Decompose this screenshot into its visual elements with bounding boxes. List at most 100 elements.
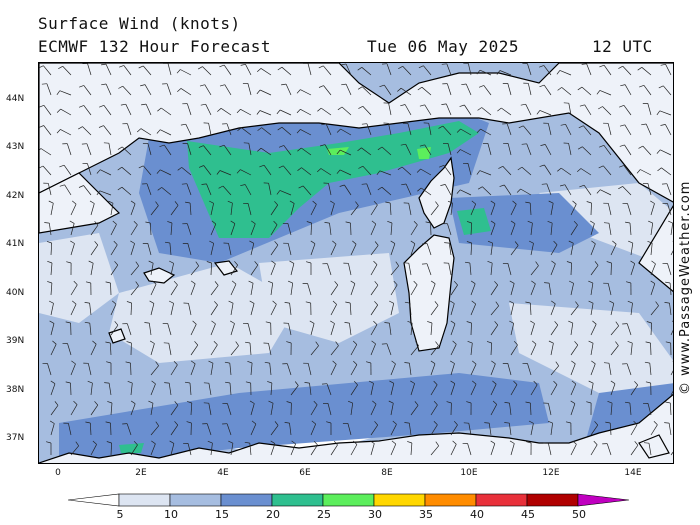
wind-barb bbox=[310, 444, 318, 456]
wind-barb-flag bbox=[586, 201, 592, 204]
wind-barb-flag bbox=[119, 65, 124, 68]
wind-barb bbox=[110, 442, 112, 456]
wind-barb-flag bbox=[130, 200, 136, 204]
wind-barb bbox=[241, 127, 252, 136]
wind-barb bbox=[548, 403, 552, 416]
wind-barb-flag bbox=[268, 400, 274, 404]
wind-barb-flag bbox=[270, 440, 276, 444]
wind-band-moderate bbox=[59, 373, 549, 463]
wind-barb-flag bbox=[209, 240, 214, 244]
wind-barb-flag bbox=[245, 381, 251, 384]
wind-barb-flag bbox=[177, 167, 182, 171]
wind-barb-flag bbox=[192, 320, 197, 325]
wind-barb-flag bbox=[514, 241, 519, 246]
wind-barb-flag bbox=[173, 280, 178, 286]
wind-barb bbox=[581, 86, 592, 96]
wind-barb bbox=[130, 302, 132, 316]
wind-barb-flag bbox=[345, 221, 351, 224]
wind-barb bbox=[70, 382, 72, 396]
wind-barb-flag bbox=[174, 201, 179, 206]
wind-barb-flag bbox=[553, 240, 558, 245]
wind-barb-flag bbox=[41, 83, 47, 85]
wind-barb-flag bbox=[393, 280, 398, 286]
wind-barb-flag bbox=[476, 69, 481, 75]
wind-barb-flag bbox=[450, 380, 455, 384]
wind-barb-flag bbox=[606, 261, 612, 264]
wind-barb bbox=[250, 223, 256, 236]
wind-barb bbox=[110, 422, 112, 436]
wind-barb-flag bbox=[560, 184, 565, 187]
wind-barb bbox=[650, 263, 656, 276]
wind-barb-flag bbox=[358, 165, 364, 169]
wind-barb bbox=[345, 63, 352, 76]
wind-barb bbox=[301, 167, 312, 176]
wind-barb bbox=[590, 202, 592, 216]
wind-barb-flag bbox=[371, 340, 376, 345]
wind-barb-flag bbox=[433, 380, 438, 385]
wind-barb-flag bbox=[634, 381, 638, 386]
wind-barb-flag bbox=[618, 186, 623, 190]
wind-barb bbox=[226, 123, 232, 136]
wind-barb-flag bbox=[236, 109, 241, 114]
wind-barb bbox=[424, 104, 432, 116]
wind-barb bbox=[345, 83, 352, 96]
wind-barb bbox=[186, 103, 192, 116]
wind-barb bbox=[250, 423, 257, 436]
wind-barb-flag bbox=[471, 360, 477, 365]
wind-barb-flag bbox=[332, 300, 337, 305]
wind-barb bbox=[582, 146, 592, 156]
wind-barb bbox=[523, 125, 532, 136]
wind-barb bbox=[330, 304, 337, 316]
wind-barb bbox=[381, 186, 392, 196]
wind-barb-flag bbox=[259, 164, 265, 168]
wind-barb bbox=[590, 363, 596, 376]
wind-barb bbox=[110, 324, 119, 336]
wind-barb-flag bbox=[198, 165, 204, 168]
wind-barb bbox=[110, 224, 117, 236]
wind-barb-flag bbox=[56, 90, 61, 96]
wind-barb bbox=[510, 384, 518, 396]
wind-barb bbox=[170, 443, 175, 456]
wind-barb-flag bbox=[374, 301, 378, 306]
wind-barb bbox=[121, 146, 132, 156]
wind-barb bbox=[550, 324, 559, 336]
wind-barb bbox=[547, 123, 552, 136]
wind-barb-flag bbox=[274, 201, 278, 206]
wind-barb bbox=[210, 223, 217, 236]
wind-barb bbox=[208, 123, 212, 136]
wind-barb bbox=[147, 243, 152, 256]
wind-barb-flag bbox=[492, 380, 497, 385]
wind-barb-flag bbox=[254, 261, 259, 266]
wind-barb-flag bbox=[441, 103, 447, 105]
legend-label: 10 bbox=[164, 508, 178, 521]
wind-barb bbox=[643, 85, 652, 96]
wind-barb-flag bbox=[306, 221, 312, 224]
lon-label: 6E bbox=[299, 468, 311, 478]
legend-label: 15 bbox=[215, 508, 229, 521]
wind-barb bbox=[568, 103, 572, 116]
wind-barb bbox=[527, 83, 532, 96]
wind-barb-flag bbox=[78, 126, 83, 130]
wind-barb bbox=[210, 323, 216, 336]
wind-map[interactable] bbox=[38, 62, 674, 464]
wind-barb-flag bbox=[547, 420, 553, 424]
wind-barb bbox=[550, 365, 559, 376]
wind-barb-flag bbox=[417, 187, 422, 192]
wind-barb bbox=[370, 343, 376, 356]
wind-barb-flag bbox=[256, 110, 261, 115]
wind-barb-flag bbox=[598, 106, 603, 110]
wind-barb bbox=[488, 423, 492, 436]
wind-barb-flag bbox=[373, 320, 378, 325]
wind-barb bbox=[300, 108, 312, 116]
wind-barb-flag bbox=[148, 260, 154, 264]
wind-barb bbox=[310, 204, 317, 216]
wind-barb-flag bbox=[478, 85, 484, 88]
wind-barb bbox=[230, 203, 233, 216]
wind-barb-flag bbox=[59, 184, 65, 187]
wind-barb-flag bbox=[309, 320, 315, 324]
wind-barb bbox=[530, 423, 534, 436]
wind-barb-flag bbox=[494, 281, 498, 286]
wind-barb-flag bbox=[526, 441, 532, 444]
wind-barb bbox=[86, 143, 92, 156]
wind-barb bbox=[529, 302, 532, 316]
